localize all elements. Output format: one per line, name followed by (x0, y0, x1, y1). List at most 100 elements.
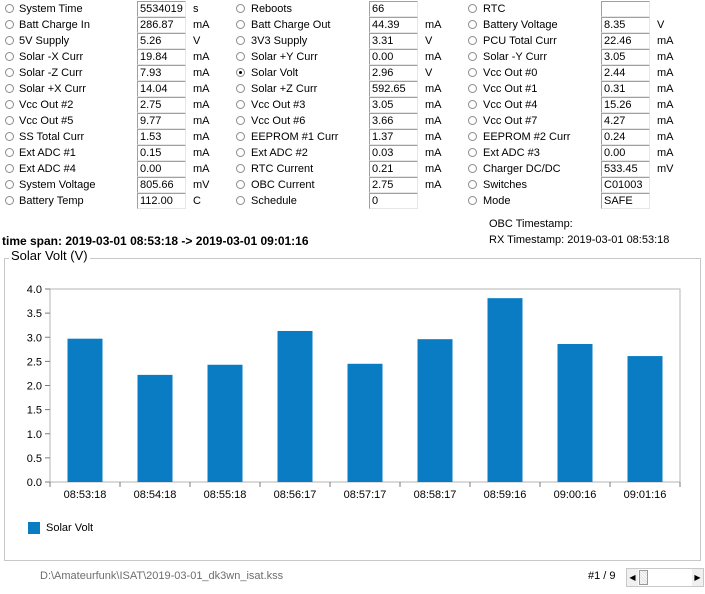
x-tick-label: 08:57:17 (344, 489, 387, 501)
telemetry-label: Battery Voltage (483, 19, 558, 31)
telemetry-value: 3.66 (369, 113, 418, 129)
radio-button[interactable] (5, 100, 14, 109)
y-tick-label: 0.5 (27, 453, 42, 465)
telemetry-value: 2.44 (601, 65, 650, 81)
radio-button[interactable] (236, 116, 245, 125)
telemetry-label: Vcc Out #5 (19, 115, 74, 127)
scroll-thumb[interactable] (639, 570, 648, 585)
telemetry-value: 0.15 (137, 145, 186, 161)
telemetry-unit: mA (425, 83, 442, 95)
telemetry-label: Solar +Y Curr (251, 51, 318, 63)
radio-button[interactable] (5, 180, 14, 189)
scroll-right-button[interactable]: ▶ (692, 569, 703, 586)
radio-button[interactable] (236, 20, 245, 29)
telemetry-label: Ext ADC #1 (19, 147, 76, 159)
telemetry-label: Vcc Out #2 (19, 99, 74, 111)
telemetry-value: 0.00 (369, 49, 418, 65)
radio-button[interactable] (5, 116, 14, 125)
radio-button[interactable] (236, 36, 245, 45)
y-tick-label: 2.5 (27, 356, 42, 368)
legend-label: Solar Volt (46, 522, 94, 534)
radio-button[interactable] (236, 164, 245, 173)
bar (277, 330, 313, 482)
telemetry-label: Batt Charge Out (251, 19, 331, 31)
telemetry-value: 0.24 (601, 129, 650, 145)
radio-button[interactable] (468, 148, 477, 157)
telemetry-label: OBC Current (251, 179, 315, 191)
radio-button[interactable] (468, 164, 477, 173)
radio-button[interactable] (468, 180, 477, 189)
radio-button[interactable] (5, 196, 14, 205)
telemetry-label: EEPROM #2 Curr (483, 131, 571, 143)
telemetry-label: Solar -Y Curr (483, 51, 547, 63)
radio-button[interactable] (5, 36, 14, 45)
radio-button[interactable] (468, 52, 477, 61)
telemetry-value: 2.75 (369, 177, 418, 193)
telemetry-unit: mV (193, 179, 210, 191)
radio-button[interactable] (236, 180, 245, 189)
radio-button[interactable] (236, 132, 245, 141)
radio-button[interactable] (236, 52, 245, 61)
telemetry-label: Solar Volt (251, 67, 299, 79)
telemetry-value: 805.66 (137, 177, 186, 193)
page-scrollbar[interactable]: ◀ ▶ (626, 568, 704, 587)
telemetry-value: 44.39 (369, 17, 418, 33)
radio-button[interactable] (468, 84, 477, 93)
telemetry-label: RTC Current (251, 163, 314, 175)
radio-button[interactable] (236, 4, 245, 13)
telemetry-value (601, 1, 650, 17)
radio-button[interactable] (468, 196, 477, 205)
radio-button[interactable] (468, 20, 477, 29)
radio-button[interactable] (236, 84, 245, 93)
x-tick-label: 08:53:18 (64, 489, 107, 501)
radio-button[interactable] (468, 132, 477, 141)
radio-button[interactable] (468, 68, 477, 77)
telemetry-unit: s (193, 3, 199, 15)
chart-title: Solar Volt (V) (9, 248, 90, 263)
telemetry-value: SAFE (601, 193, 650, 209)
telemetry-label: Reboots (251, 3, 292, 15)
radio-button[interactable] (5, 52, 14, 61)
radio-button[interactable] (236, 100, 245, 109)
bar (557, 344, 593, 482)
telemetry-unit: mA (657, 99, 674, 111)
telemetry-value: 66 (369, 1, 418, 17)
telemetry-label: 5V Supply (19, 35, 70, 47)
telemetry-unit: mA (425, 163, 442, 175)
bar (627, 356, 663, 482)
radio-button[interactable] (236, 148, 245, 157)
bar (67, 338, 103, 482)
radio-button[interactable] (468, 36, 477, 45)
scroll-left-button[interactable]: ◀ (627, 569, 638, 586)
radio-button[interactable] (236, 68, 245, 77)
radio-button[interactable] (5, 68, 14, 77)
radio-button[interactable] (5, 20, 14, 29)
radio-button[interactable] (468, 100, 477, 109)
telemetry-label: PCU Total Curr (483, 35, 557, 47)
x-tick-label: 09:01:16 (624, 489, 667, 501)
telemetry-label: Ext ADC #2 (251, 147, 308, 159)
y-tick-label: 0.0 (27, 477, 42, 489)
radio-button[interactable] (5, 84, 14, 93)
telemetry-label: Battery Temp (19, 195, 84, 207)
radio-button[interactable] (5, 164, 14, 173)
telemetry-label: Schedule (251, 195, 297, 207)
telemetry-unit: mA (193, 67, 210, 79)
telemetry-value: 8.35 (601, 17, 650, 33)
y-tick-label: 1.5 (27, 405, 42, 417)
telemetry-value: 5534019 (137, 1, 186, 17)
y-tick-label: 3.5 (27, 308, 42, 320)
radio-button[interactable] (5, 132, 14, 141)
radio-button[interactable] (236, 196, 245, 205)
x-tick-label: 08:58:17 (414, 489, 457, 501)
telemetry-value: 4.27 (601, 113, 650, 129)
radio-button[interactable] (5, 148, 14, 157)
radio-button[interactable] (5, 4, 14, 13)
telemetry-label: Charger DC/DC (483, 163, 561, 175)
telemetry-label: Mode (483, 195, 511, 207)
radio-button[interactable] (468, 4, 477, 13)
radio-button[interactable] (468, 116, 477, 125)
telemetry-value: 3.05 (601, 49, 650, 65)
telemetry-label: System Voltage (19, 179, 96, 191)
telemetry-value: 7.93 (137, 65, 186, 81)
